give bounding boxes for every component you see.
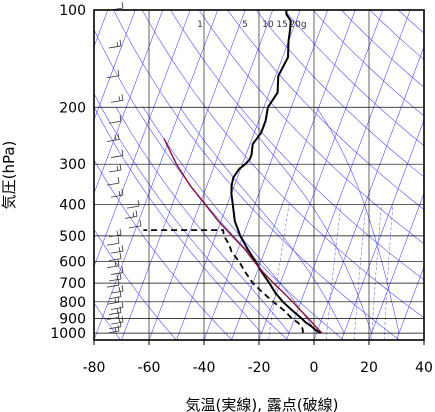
y-tick-label: 600 [59, 254, 86, 270]
mixing-ratio-label: 20g [289, 20, 306, 30]
isotherm [368, 192, 424, 340]
isotherm [94, 10, 136, 121]
wind-barb [108, 272, 122, 282]
wind-barb [106, 177, 120, 186]
wind-barb [106, 325, 120, 334]
x-tick-label: -60 [138, 360, 161, 376]
isotherm [313, 45, 424, 340]
mixing-ratio-labels: 1 5 10 15 20g [197, 20, 306, 30]
y-tick-label: 800 [59, 295, 86, 311]
mixing-ratio-line [268, 204, 290, 340]
mixing-ratio-label: 1 [197, 20, 203, 30]
wind-barb [110, 266, 124, 275]
y-tick-label: 200 [59, 100, 86, 116]
wind-barb [110, 149, 124, 158]
dry-adiabat [113, 10, 400, 340]
mixing-ratio-label: 15 [276, 20, 287, 30]
x-tick-label: -80 [83, 360, 106, 376]
y-tick-label: 1000 [50, 326, 86, 342]
y-tick-label: 500 [59, 229, 86, 245]
wind-barb [108, 320, 122, 330]
wind-barb [106, 69, 120, 79]
wind-barb [106, 133, 120, 142]
wind-barb [110, 189, 124, 198]
dewpoint-line [143, 229, 304, 334]
parcel-line [163, 138, 323, 334]
mixing-ratio-line [371, 204, 382, 340]
dry-adiabat [369, 10, 424, 61]
dry-adiabat [284, 10, 424, 147]
isotherm [423, 339, 424, 340]
wind-barb [110, 316, 124, 325]
isotherm [258, 10, 384, 340]
dry-adiabat [255, 10, 424, 178]
wind-barb [108, 115, 122, 124]
wind-barb [110, 94, 124, 103]
dry-adiabat [94, 228, 177, 340]
isotherm [396, 265, 424, 340]
moist-adiabat [94, 107, 262, 334]
y-tick-label: 400 [59, 198, 86, 214]
wind-barb [106, 279, 120, 288]
y-axis-title: 気圧(hPa) [0, 141, 18, 210]
x-tick-label: -20 [248, 360, 271, 376]
x-tick-label: -40 [193, 360, 216, 376]
x-tick-label: 0 [310, 360, 319, 376]
isotherm [286, 10, 411, 340]
dry-adiabat [94, 159, 233, 340]
y-tick-label: 700 [59, 276, 86, 292]
mixing-ratio-line [353, 204, 367, 340]
x-tick-label: 40 [415, 360, 433, 376]
wind-barb [106, 237, 120, 246]
isotherm [94, 10, 219, 340]
mixing-ratio-label: 5 [242, 20, 248, 30]
mixing-ratio-label: 10 [262, 20, 274, 30]
dry-adiabat [94, 92, 289, 340]
dry-adiabat [398, 10, 424, 34]
wind-barb [108, 306, 122, 315]
isotherm [94, 10, 191, 268]
dry-adiabat [170, 10, 424, 281]
isotherm [231, 10, 356, 340]
dry-adiabat [141, 10, 424, 319]
plot-frame [93, 9, 425, 341]
isotherm [94, 10, 164, 195]
wind-barbs [106, 1, 142, 334]
dry-adiabat [427, 10, 435, 340]
x-axis-title: 気温(実線), 露点(破線) [186, 396, 339, 412]
mixing-ratio-line [325, 204, 342, 340]
y-tick-label: 300 [59, 157, 86, 173]
wind-barb [108, 163, 122, 173]
x-tick-label: 20 [360, 360, 378, 376]
isotherm [341, 119, 424, 340]
isotherm [148, 10, 274, 340]
y-tick-label: 900 [59, 311, 86, 327]
wind-barb [110, 285, 124, 294]
wind-barb [108, 252, 122, 262]
wind-barb [124, 210, 138, 219]
wind-barb [108, 39, 122, 49]
dry-adiabat [312, 10, 424, 117]
wind-barb [128, 219, 142, 229]
dry-adiabat [198, 10, 424, 245]
mixing-ratio-line [383, 204, 394, 340]
wind-barb [110, 301, 124, 310]
isotherm [203, 10, 329, 340]
isotherm [176, 10, 301, 340]
temperature-line [230, 10, 322, 335]
wind-barb [106, 259, 120, 269]
profiles [143, 10, 323, 335]
y-tick-label: 100 [59, 3, 86, 19]
wind-barb [108, 228, 122, 238]
wind-barb [110, 245, 124, 254]
dry-adiabat [94, 302, 121, 340]
wind-barb [126, 200, 140, 209]
wind-barb [110, 1, 124, 11]
dry-adiabat [227, 10, 424, 210]
